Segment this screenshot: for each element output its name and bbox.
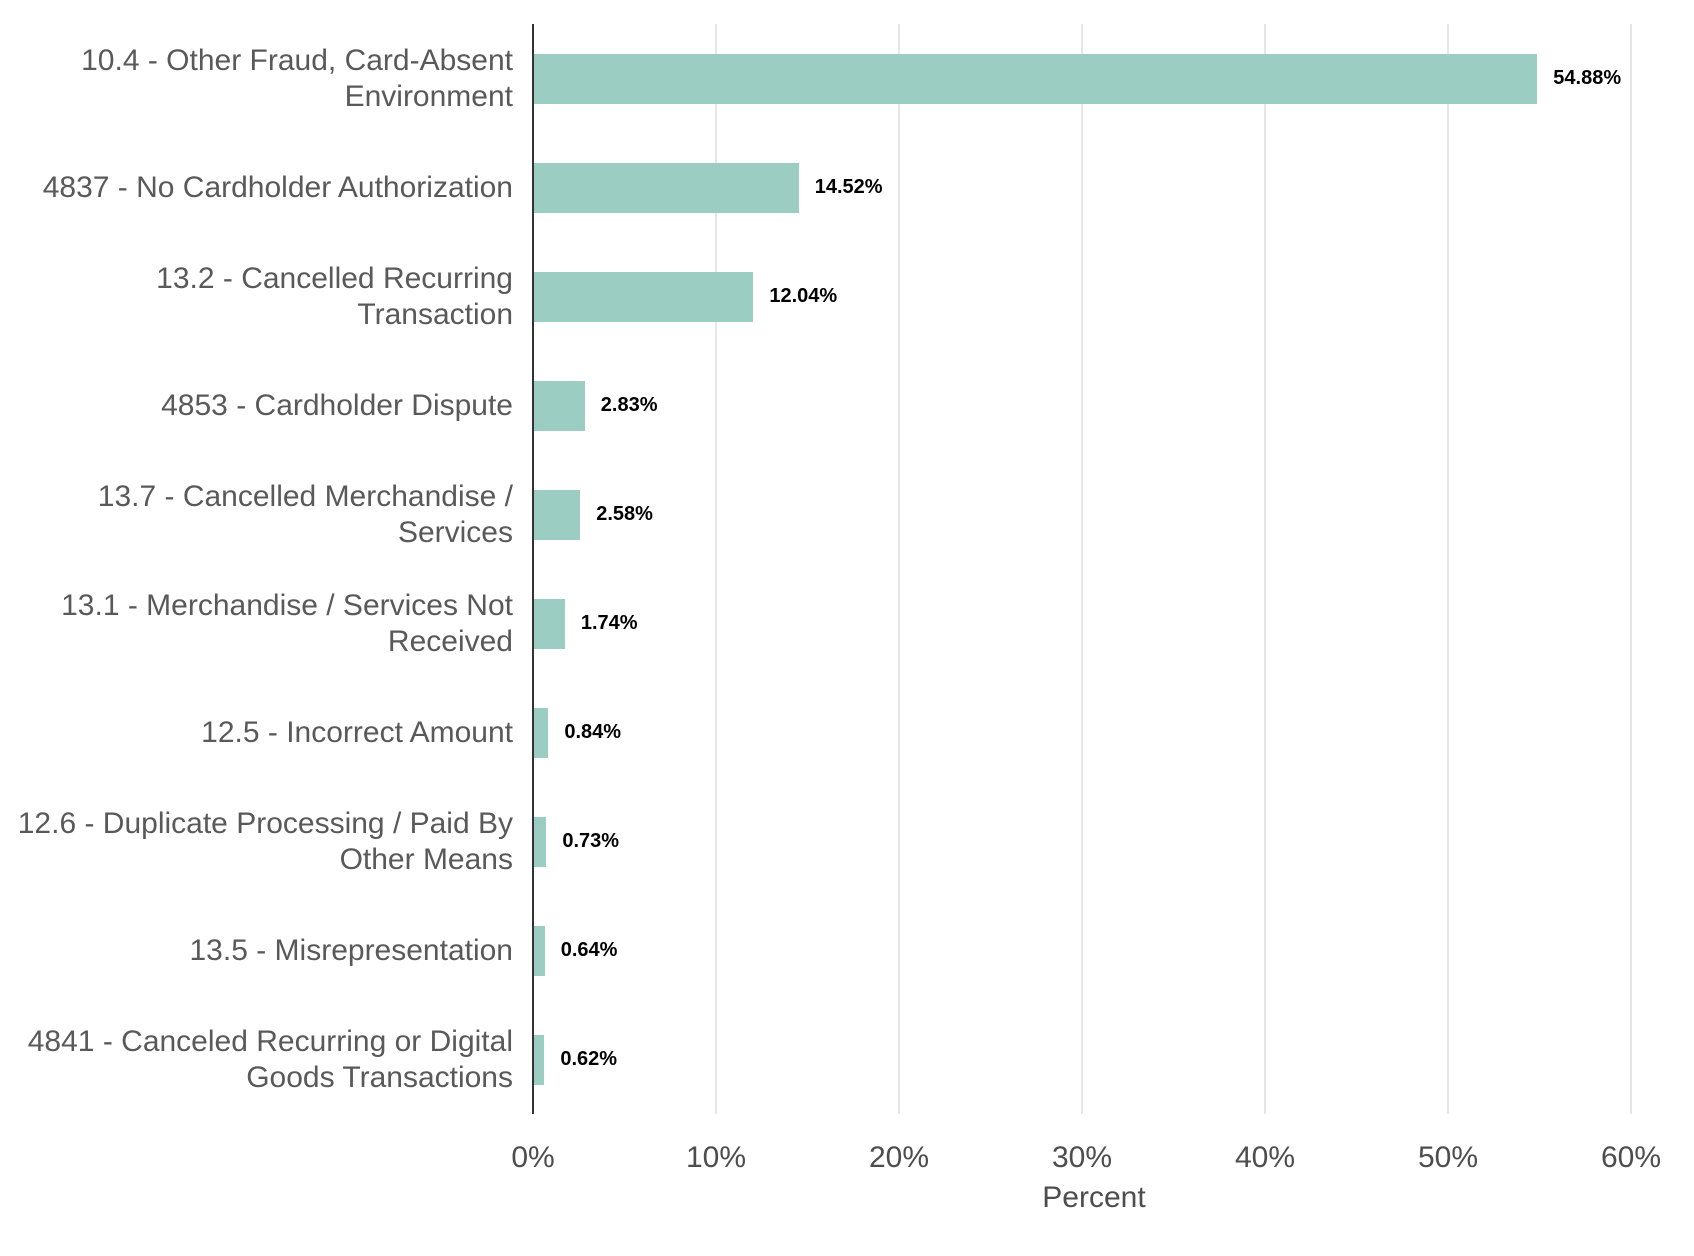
gridline — [1630, 24, 1632, 1114]
bar-track: 1.74% — [533, 569, 1694, 678]
gridline — [1447, 24, 1449, 1114]
x-tick-label: 30% — [1051, 1141, 1113, 1174]
bar-track: 0.64% — [533, 896, 1694, 1005]
gridline — [1081, 24, 1083, 1114]
x-tick-label: 40% — [1234, 1141, 1296, 1174]
bar-row: 13.7 - Cancelled Merchandise / Services 2… — [0, 460, 1694, 569]
x-tick-label: 20% — [868, 1141, 930, 1174]
x-tick-label: 0% — [511, 1141, 555, 1174]
category-label: 12.6 - Duplicate Processing / Paid By Ot… — [17, 806, 513, 876]
category-label: 12.5 - Incorrect Amount — [201, 715, 513, 749]
category-label: 13.2 - Cancelled Recurring Transaction — [156, 261, 513, 331]
category-label: 4841 - Canceled Recurring or Digital Goo… — [27, 1024, 513, 1094]
gridline — [715, 24, 717, 1114]
grid-layer — [533, 24, 1655, 1114]
bar-row: 13.5 - Misrepresentation 0.64% — [0, 896, 1694, 1005]
x-tick-label: 10% — [685, 1141, 747, 1174]
category-label: 13.1 - Merchandise / Services Not Receiv… — [61, 588, 513, 658]
bar — [533, 271, 754, 322]
x-tick-label: 60% — [1600, 1141, 1662, 1174]
bar — [533, 53, 1538, 104]
bar-row: 4841 - Canceled Recurring or Digital Goo… — [0, 1005, 1694, 1114]
bar — [533, 1034, 545, 1085]
bar-rows: 10.4 - Other Fraud, Card-Absent Environm… — [0, 24, 1694, 1114]
bar-track: 2.83% — [533, 351, 1694, 460]
bar — [533, 816, 547, 867]
bar-track: 0.62% — [533, 1005, 1694, 1114]
bar — [533, 162, 799, 213]
category-label: 13.7 - Cancelled Merchandise / Services — [97, 479, 513, 549]
bar — [533, 598, 565, 649]
bar-track: 0.84% — [533, 678, 1694, 787]
bar-row: 10.4 - Other Fraud, Card-Absent Environm… — [0, 24, 1694, 133]
value-label: 54.88% — [1553, 67, 1622, 89]
value-label: 0.64% — [560, 939, 618, 961]
category-label: 4837 - No Cardholder Authorization — [42, 170, 513, 204]
bar — [533, 925, 545, 976]
value-label: 0.84% — [564, 721, 622, 743]
value-label: 12.04% — [769, 285, 838, 307]
bar-track: 12.04% — [533, 242, 1694, 351]
x-axis-title: Percent — [1042, 1181, 1146, 1214]
bar-track: 2.58% — [533, 460, 1694, 569]
category-label: 4853 - Cardholder Dispute — [161, 388, 513, 422]
x-tick-label: 50% — [1417, 1141, 1479, 1174]
category-label: 10.4 - Other Fraud, Card-Absent Environm… — [81, 43, 513, 113]
bar-track: 54.88% — [533, 24, 1694, 133]
category-label: 13.5 - Misrepresentation — [189, 933, 514, 967]
value-label: 14.52% — [814, 176, 883, 198]
bar — [533, 489, 581, 540]
bar-row: 12.6 - Duplicate Processing / Paid By Ot… — [0, 787, 1694, 896]
value-label: 2.58% — [596, 503, 653, 525]
bar-row: 12.5 - Incorrect Amount 0.84% — [0, 678, 1694, 787]
value-label: 0.73% — [562, 830, 620, 852]
gridline — [1264, 24, 1266, 1114]
gridline — [898, 24, 900, 1114]
x-axis-ticks: 0% 10% 20% 30% 40% 50% 60% — [511, 1141, 1661, 1177]
bar-row: 4853 - Cardholder Dispute 2.83% — [0, 351, 1694, 460]
bar-row: 4837 - No Cardholder Authorization 14.52% — [0, 133, 1694, 242]
bar-track: 14.52% — [533, 133, 1694, 242]
bar-track: 0.73% — [533, 787, 1694, 896]
bar-row: 13.2 - Cancelled Recurring Transaction 12… — [0, 242, 1694, 351]
bar — [533, 707, 549, 758]
bar-row: 13.1 - Merchandise / Services Not Receiv… — [0, 569, 1694, 678]
value-label: 0.62% — [560, 1048, 618, 1070]
value-label: 1.74% — [580, 612, 638, 634]
bar — [533, 380, 585, 431]
value-label: 2.83% — [600, 394, 658, 416]
y-axis-line — [532, 24, 534, 1114]
